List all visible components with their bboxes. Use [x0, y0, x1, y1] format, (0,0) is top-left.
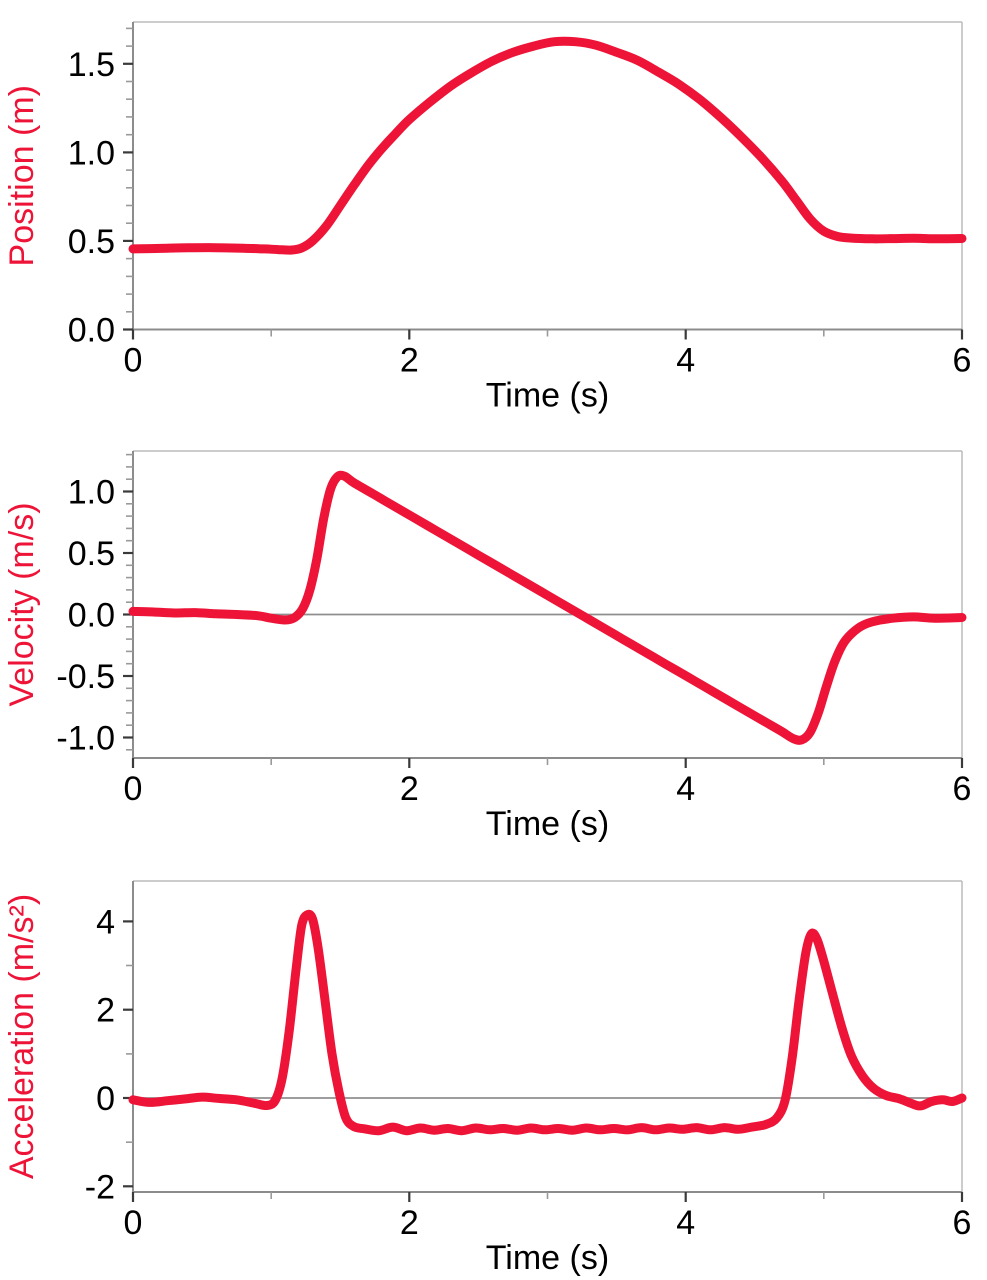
- y-tick-label: 0.5: [68, 535, 115, 573]
- velocity-chart: -1.0 -0.5 0.0 0.5 1.0 0 2 4 6 Time (s) Velocity (m…: [3, 450, 972, 843]
- y-tick-label: -0.5: [56, 658, 115, 696]
- y-tick-label: -1.0: [56, 720, 115, 758]
- y-tick-label: 2: [96, 992, 115, 1030]
- x-tick-label: 2: [400, 1204, 419, 1242]
- x-tick-label: 0: [124, 770, 143, 808]
- y-tick-label: 0.0: [68, 312, 115, 350]
- y-tick-label: 4: [96, 903, 115, 941]
- acceleration-series-line: [128, 909, 967, 1136]
- y-tick-label: 1.0: [68, 474, 115, 512]
- y-tick-label: 0.0: [68, 597, 115, 635]
- x-axis-title: Time (s): [486, 1239, 609, 1277]
- velocity-series-line: [128, 470, 967, 745]
- x-tick-label: 6: [953, 1204, 972, 1242]
- position-chart: 0.0 0.5 1.0 1.5 0 2 4 6 Time (s) Position (m): [3, 21, 972, 415]
- x-tick-label: 6: [953, 770, 972, 808]
- x-axis-title: Time (s): [486, 377, 609, 415]
- x-tick-label: 0: [124, 342, 143, 380]
- x-tick-label: 0: [124, 1204, 143, 1242]
- y-axis-title: Acceleration (m/s²): [3, 894, 41, 1179]
- y-axis-title: Velocity (m/s): [3, 502, 41, 706]
- y-axis-title: Position (m): [3, 85, 41, 266]
- position-series-line: [128, 36, 967, 255]
- x-axis-title: Time (s): [486, 805, 609, 843]
- x-tick-label: 6: [953, 342, 972, 380]
- y-tick-label: -2: [85, 1168, 115, 1206]
- x-tick-label: 4: [676, 1204, 695, 1242]
- y-tick-label: 1.5: [68, 46, 115, 84]
- y-tick-label: 0: [96, 1080, 115, 1118]
- y-tick-label: 0.5: [68, 223, 115, 261]
- x-tick-label: 4: [676, 342, 695, 380]
- x-tick-label: 2: [400, 770, 419, 808]
- x-tick-label: 4: [676, 770, 695, 808]
- y-tick-label: 1.0: [68, 134, 115, 172]
- x-tick-label: 2: [400, 342, 419, 380]
